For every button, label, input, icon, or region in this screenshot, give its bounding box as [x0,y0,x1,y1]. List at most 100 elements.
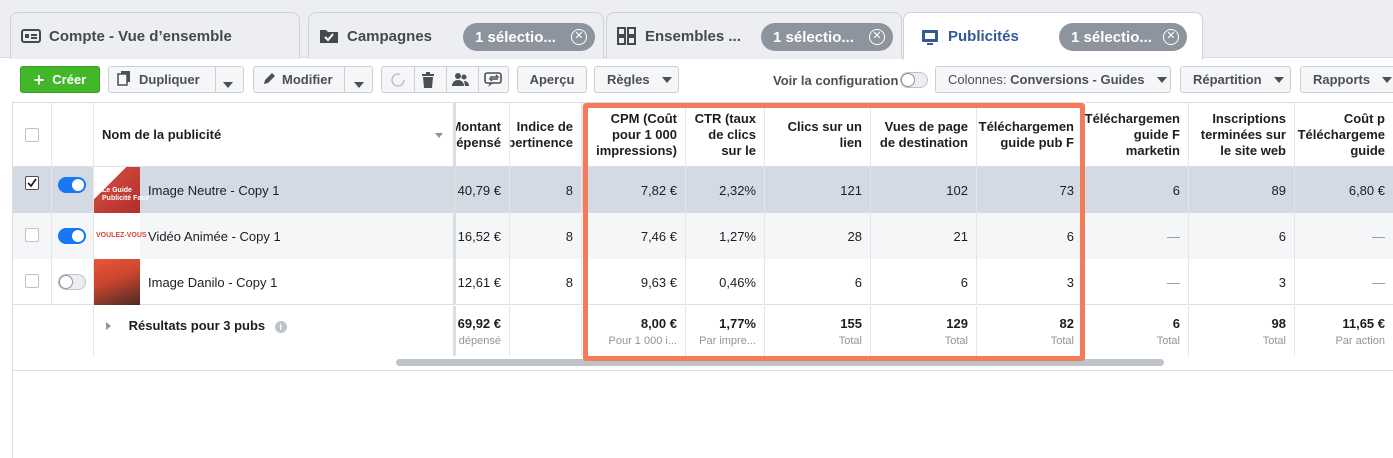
chevron-down-icon [661,76,672,83]
pencil-icon [263,72,276,88]
info-icon[interactable]: i [274,321,287,333]
clear-selection-icon[interactable]: ✕ [1163,29,1179,45]
column-header-cost-per-download[interactable]: Coût p Téléchargeme guide [1295,103,1393,167]
toggle-knob [902,74,914,86]
table-row[interactable]: VOULEZ-VOUS Vidéo Animée - Copy 1 16,52 … [13,213,1393,259]
create-button[interactable]: + Créer [20,66,100,93]
totals-label-cell: Résultats pour 3 pubs i [94,306,456,356]
refresh-icon[interactable] [389,71,407,89]
selection-chip[interactable]: 1 sélectio... ✕ [1059,23,1187,51]
spend-cell: 12,61 € [456,259,510,305]
cpm-cell: 7,82 € [582,167,686,213]
horizontal-scrollbar[interactable] [396,359,1164,366]
clear-selection-icon[interactable]: ✕ [571,29,587,45]
ad-name-cell[interactable]: Image Danilo - Copy 1 [94,259,456,305]
ctr-cell: 2,32% [686,167,765,213]
preview-button[interactable]: Aperçu [517,66,587,93]
tab-adsets[interactable]: Ensembles ... 1 sélectio... ✕ [606,12,902,59]
duplicate-dropdown-chevron-down-icon[interactable] [223,76,233,91]
row-checkbox[interactable] [25,176,39,190]
column-header-signups[interactable]: Inscriptions terminées sur le site web [1189,103,1295,167]
signups-cell: 89 [1189,167,1295,213]
duplicate-button-group: Dupliquer [108,66,244,93]
column-header-landing-views[interactable]: Vues de page de destination [871,103,977,167]
totals-cost-per-download: 11,65 € Par action [1295,306,1393,356]
row-checkbox[interactable] [25,228,39,242]
totals-cpm: 8,00 € Pour 1 000 i... [582,306,686,356]
downloads-fb-cell: 73 [977,167,1083,213]
trash-icon[interactable] [420,71,436,92]
landing-views-cell: 102 [871,167,977,213]
expand-caret-icon[interactable] [106,322,111,330]
signups-cell: 3 [1189,259,1295,305]
ad-thumbnail: Le Guide Publicité Face [94,167,149,213]
table-row[interactable]: Le Guide Publicité Face Image Neutre - C… [13,167,1393,213]
selection-chip-label: 1 sélectio... [1071,28,1152,46]
totals-spend: 69,92 € dépensé [456,306,510,356]
sort-chevron-down-icon[interactable] [435,133,443,138]
table-left-border [12,370,13,458]
view-config-toggle[interactable] [900,72,928,88]
column-header-spend[interactable]: Montant dépensé [456,103,510,167]
audience-icon[interactable] [452,72,470,91]
row-checkbox[interactable] [25,274,39,288]
ad-status-toggle[interactable] [58,274,86,290]
selection-chip[interactable]: 1 sélectio... ✕ [761,23,893,51]
ad-screen-icon [920,28,940,46]
column-header-guide-downloads-fb[interactable]: Téléchargemen guide pub F [977,103,1083,167]
link-clicks-cell: 6 [765,259,871,305]
table-row[interactable]: Image Danilo - Copy 1 12,61 € 8 9,63 € 0… [13,259,1393,305]
totals-signups: 98 Total [1189,306,1295,356]
select-all-checkbox[interactable] [25,128,39,142]
ab-test-icon[interactable] [484,71,504,92]
column-header-cpm[interactable]: CPM (Coût pour 1 000 impressions) [582,103,686,167]
view-config-label: Voir la configuration [773,73,899,88]
campaign-folder-icon [319,27,339,45]
ad-status-toggle[interactable] [58,228,86,244]
ad-name-cell[interactable]: Le Guide Publicité Face Image Neutre - C… [94,167,456,213]
downloads-fb-cell: 6 [977,213,1083,259]
column-header-ctr[interactable]: CTR (taux de clics sur le [686,103,765,167]
ad-name-label: Vidéo Animée - Copy 1 [148,228,281,244]
tab-campaigns[interactable]: Campagnes 1 sélectio... ✕ [308,12,604,59]
tab-label: Compte - Vue d’ensemble [49,27,232,45]
relevance-cell: 8 [510,259,582,305]
totals-ctr: 1,77% Par impre... [686,306,765,356]
column-header-link-clicks[interactable]: Clics sur un lien [765,103,871,167]
cost-per-download-cell: 6,80 € [1295,167,1393,213]
column-header-relevance[interactable]: Indice de pertinence [510,103,582,167]
ad-status-toggle[interactable] [58,177,86,193]
duplicate-button[interactable]: Dupliquer [109,70,213,89]
chevron-down-icon [1156,76,1167,83]
ctr-cell: 0,46% [686,259,765,305]
toggle-knob [72,230,84,242]
account-overview-icon [21,27,41,45]
chevron-down-icon [1273,76,1284,83]
divider [344,67,345,92]
selection-chip[interactable]: 1 sélectio... ✕ [463,23,595,51]
ctr-cell: 1,27% [686,213,765,259]
column-header-guide-downloads-marketing[interactable]: Téléchargemen guide F marketin [1083,103,1189,167]
column-header-name[interactable]: Nom de la publicité [94,103,456,167]
edit-button[interactable]: Modifier [254,72,342,88]
totals-downloads-fb: 82 Total [977,306,1083,356]
ad-name-cell[interactable]: VOULEZ-VOUS Vidéo Animée - Copy 1 [94,213,456,259]
tab-ads[interactable]: Publicités 1 sélectio... ✕ [903,12,1203,60]
divider [215,67,216,92]
selection-chip-label: 1 sélectio... [475,28,556,46]
clear-selection-icon[interactable]: ✕ [869,29,885,45]
totals-label: Résultats pour 3 pubs [128,318,266,333]
select-all-header [13,103,52,167]
edit-button-group: Modifier [253,66,373,93]
table-bottom-divider [12,370,1393,371]
rules-dropdown[interactable]: Règles [594,66,679,93]
breakdown-dropdown[interactable]: Répartition [1180,66,1291,93]
totals-landing-views: 129 Total [871,306,977,356]
tab-account-overview[interactable]: Compte - Vue d’ensemble [10,12,300,59]
row-select-cell [13,213,52,259]
columns-dropdown[interactable]: Colonnes: Conversions - Guides [935,66,1171,93]
reports-dropdown[interactable]: Rapports [1300,66,1393,93]
downloads-marketing-cell: — [1083,213,1189,259]
selection-chip-label: 1 sélectio... [773,28,854,46]
edit-dropdown-chevron-down-icon[interactable] [354,76,364,91]
